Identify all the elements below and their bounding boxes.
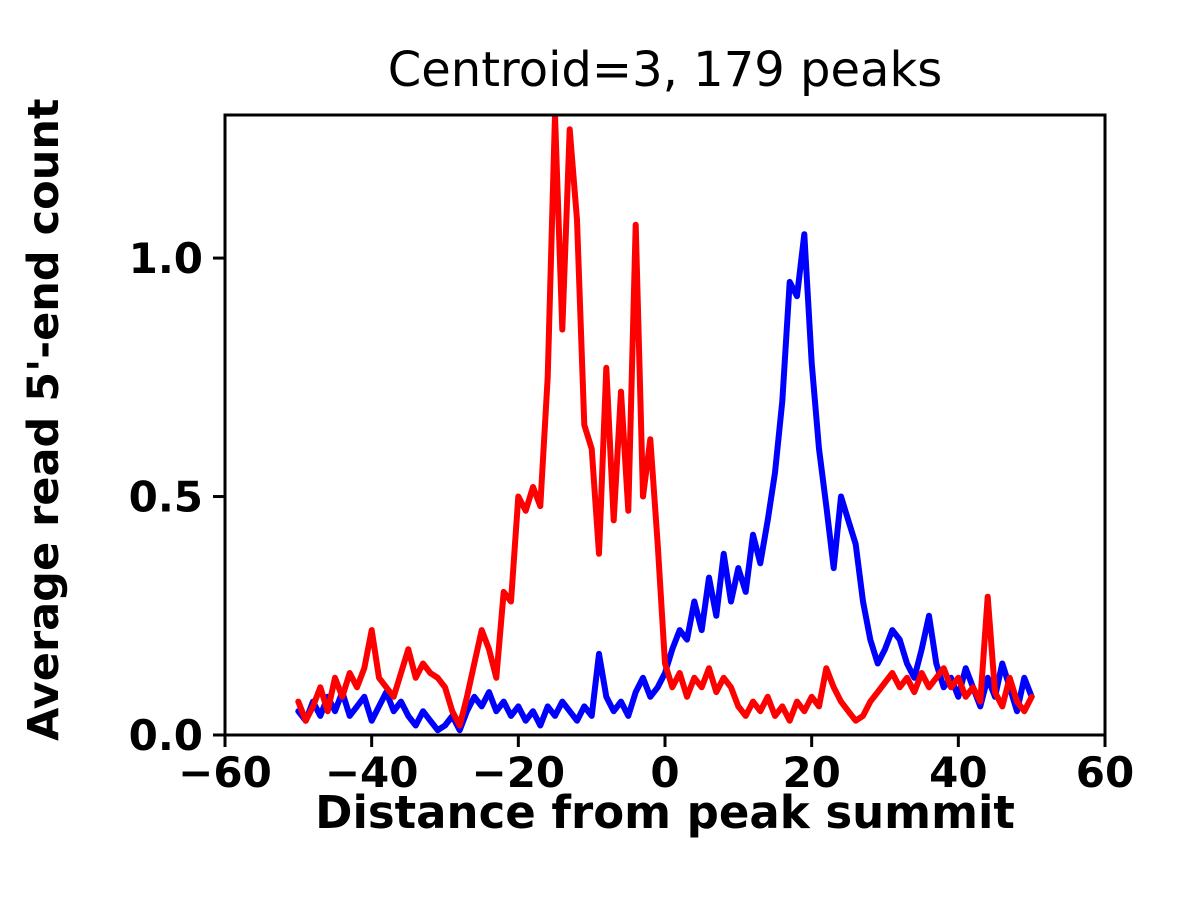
x-axis-label: Distance from peak summit <box>315 786 1015 839</box>
x-tick-label: −20 <box>472 748 566 797</box>
x-tick-label: 0 <box>650 748 679 797</box>
y-tick-label: 0.5 <box>129 473 203 522</box>
series-red-line <box>295 115 1035 729</box>
x-tick-label: 60 <box>1076 748 1134 797</box>
x-tick-label: −40 <box>325 748 419 797</box>
y-tick-label: 1.0 <box>129 234 203 283</box>
x-tick-label: 40 <box>929 748 987 797</box>
x-tick-label: 20 <box>782 748 840 797</box>
y-tick-label: 0.0 <box>129 711 203 760</box>
x-tick-label: −60 <box>178 748 272 797</box>
chart-title: Centroid=3, 179 peaks <box>387 42 943 98</box>
